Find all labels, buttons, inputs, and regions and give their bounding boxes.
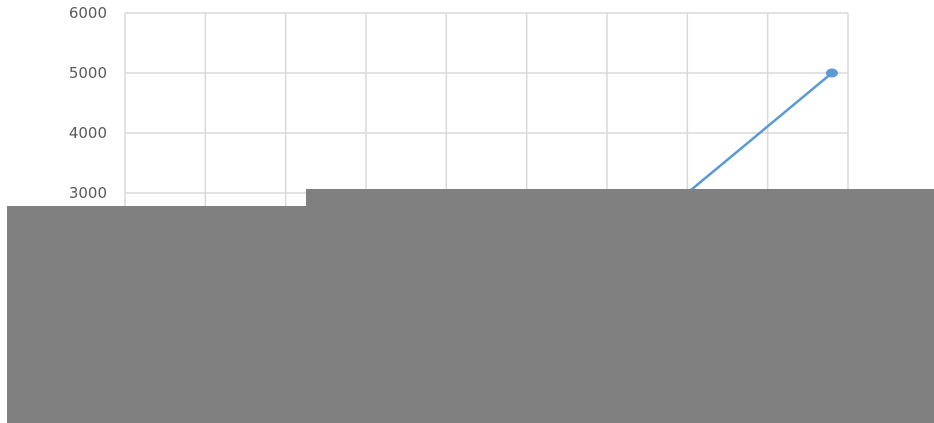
y-tick-label: 3000 — [69, 184, 107, 202]
redaction-box — [306, 189, 934, 423]
y-axis-tick-labels: 6000 5000 4000 3000 — [69, 4, 107, 202]
redaction-box — [7, 206, 306, 423]
series-line — [686, 72, 833, 194]
y-tick-label: 5000 — [69, 64, 107, 82]
y-tick-label: 6000 — [69, 4, 107, 22]
y-tick-label: 4000 — [69, 124, 107, 142]
data-point-marker — [825, 68, 838, 78]
chart-series — [686, 68, 838, 194]
redaction-overlays — [7, 189, 934, 423]
